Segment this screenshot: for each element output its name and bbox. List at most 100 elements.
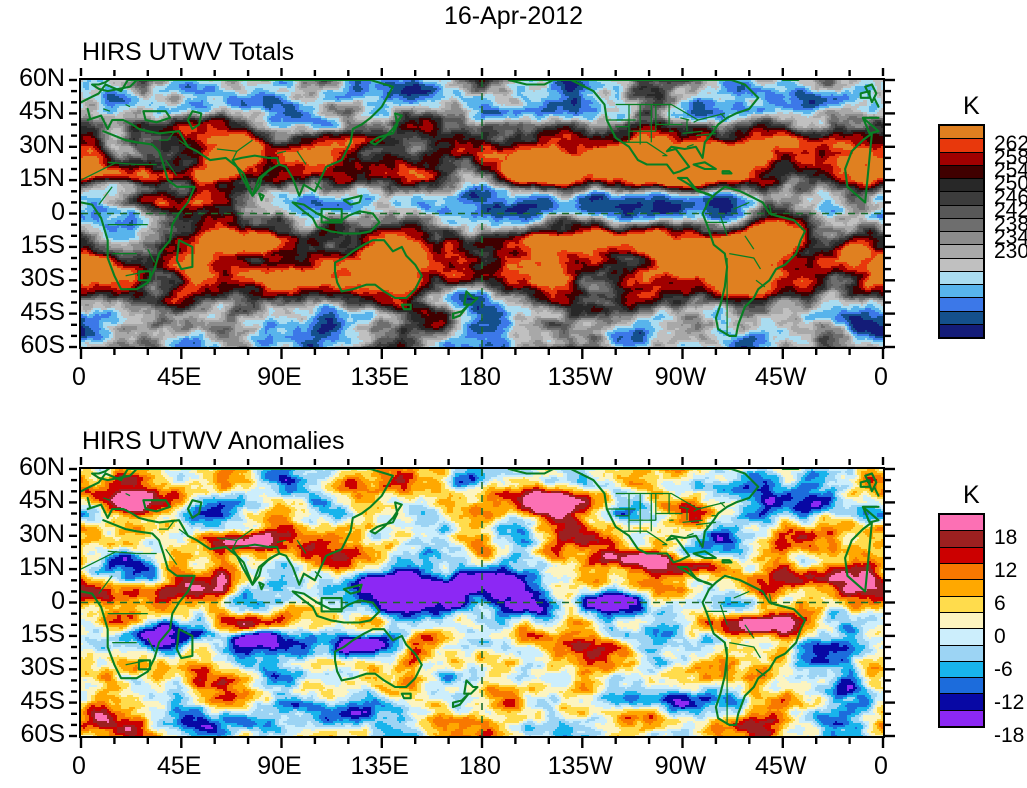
political-borders	[81, 492, 773, 725]
colorbar-totals	[938, 124, 985, 339]
reference-lines	[81, 80, 883, 347]
y-tick-label: 0	[0, 587, 65, 616]
map-panel-totals	[79, 78, 885, 349]
y-tick-label: 60N	[0, 64, 65, 93]
y-tick-label: 45N	[0, 486, 65, 515]
y-tick-label: 30N	[0, 520, 65, 549]
colorbar-swatch	[940, 595, 983, 612]
colorbar-swatch	[940, 546, 983, 563]
colorbar-swatch	[940, 310, 983, 324]
colorbar-swatch	[940, 270, 983, 284]
tick-marks	[69, 457, 895, 748]
colorbar-swatch	[940, 217, 983, 231]
colorbar-swatch	[940, 323, 983, 337]
colorbar-swatch	[940, 644, 983, 661]
colorbar-swatch	[940, 515, 983, 531]
x-tick-label: 45W	[736, 752, 826, 781]
coastlines	[81, 80, 880, 337]
colorbar-tick-label: -6	[994, 658, 1013, 682]
x-tick-label: 180	[435, 752, 525, 781]
y-tick-label: 60N	[0, 453, 65, 482]
colorbar-unit-anomalies: K	[963, 481, 980, 510]
colorbar-swatch	[940, 611, 983, 629]
colorbar-tick-label: 12	[994, 559, 1017, 583]
x-tick-label: 0	[836, 363, 926, 392]
y-tick-label: 45N	[0, 97, 65, 126]
colorbar-swatch	[940, 231, 983, 245]
colorbar-tick-label: -12	[994, 691, 1024, 715]
y-tick-label: 0	[0, 198, 65, 227]
colorbar-swatch	[940, 579, 983, 596]
contour-field	[81, 80, 883, 347]
x-tick-label: 135W	[535, 752, 625, 781]
colorbar-tick-label: 246	[994, 186, 1027, 210]
colorbar-tick-label: 238	[994, 213, 1027, 237]
x-tick-label: 135W	[535, 363, 625, 392]
colorbar-tick-label: 0	[994, 625, 1006, 649]
colorbar-swatch	[940, 709, 983, 727]
colorbar-swatch	[940, 660, 983, 678]
x-tick-label: 90W	[636, 363, 726, 392]
x-tick-label: 135E	[335, 752, 425, 781]
panel-title-totals: HIRS UTWV Totals	[82, 38, 294, 67]
y-tick-label: 15S	[0, 231, 65, 260]
x-tick-label: 0	[34, 363, 124, 392]
y-tick-label: 15N	[0, 164, 65, 193]
colorbar-tick-label: 6	[994, 592, 1006, 616]
panel-title-anomalies: HIRS UTWV Anomalies	[82, 427, 345, 456]
y-tick-label: 15S	[0, 620, 65, 649]
colorbar-swatch	[940, 126, 983, 139]
coastlines	[81, 469, 880, 726]
colorbar-tick-label: 254	[994, 159, 1027, 183]
main-title: 16-Apr-2012	[0, 2, 1027, 31]
x-tick-label: 90E	[235, 752, 325, 781]
y-tick-label: 15N	[0, 553, 65, 582]
x-tick-label: 45E	[134, 752, 224, 781]
colorbar-swatch	[940, 164, 983, 178]
political-borders	[81, 103, 773, 336]
map-canvas-anomalies	[81, 469, 883, 736]
colorbar-tick-label: 234	[994, 226, 1027, 250]
colorbar-swatch	[940, 628, 983, 645]
y-tick-label: 30N	[0, 131, 65, 160]
y-tick-label: 30S	[0, 264, 65, 293]
x-tick-label: 135E	[335, 363, 425, 392]
colorbar-swatch	[940, 562, 983, 580]
colorbar-tick-label: 18	[994, 526, 1017, 550]
reference-lines	[81, 469, 883, 736]
colorbar-swatch	[940, 297, 983, 311]
colorbar-swatch	[940, 138, 983, 152]
x-tick-label: 90E	[235, 363, 325, 392]
colorbar-swatch	[940, 693, 983, 710]
x-tick-label: 90W	[636, 752, 726, 781]
axis-ticks-totals	[69, 68, 895, 359]
colorbar-tick-label: 262	[994, 132, 1027, 156]
tick-marks	[69, 68, 895, 359]
y-tick-label: 60S	[0, 331, 65, 360]
y-tick-label: 45S	[0, 298, 65, 327]
colorbar-swatch	[940, 244, 983, 258]
x-tick-label: 0	[836, 752, 926, 781]
colorbar-unit-totals: K	[963, 92, 980, 121]
y-tick-label: 45S	[0, 687, 65, 716]
colorbar-tick-label: 242	[994, 199, 1027, 223]
colorbar-tick-label: -18	[994, 724, 1024, 748]
map-panel-anomalies	[79, 467, 885, 738]
colorbar-swatch	[940, 191, 983, 205]
axis-ticks-anomalies	[69, 457, 895, 748]
colorbar-swatch	[940, 204, 983, 218]
x-tick-label: 180	[435, 363, 525, 392]
y-tick-label: 30S	[0, 653, 65, 682]
colorbar-tick-label: 250	[994, 172, 1027, 196]
x-tick-label: 0	[34, 752, 124, 781]
colorbar-swatch	[940, 677, 983, 694]
map-canvas-totals	[81, 80, 883, 347]
colorbar-tick-label: 230	[994, 240, 1027, 264]
colorbar-swatch	[940, 178, 983, 192]
colorbar-swatch	[940, 151, 983, 165]
colorbar-swatch	[940, 530, 983, 547]
colorbar-anomalies	[938, 513, 985, 728]
colorbar-swatch	[940, 257, 983, 271]
y-tick-label: 60S	[0, 720, 65, 749]
